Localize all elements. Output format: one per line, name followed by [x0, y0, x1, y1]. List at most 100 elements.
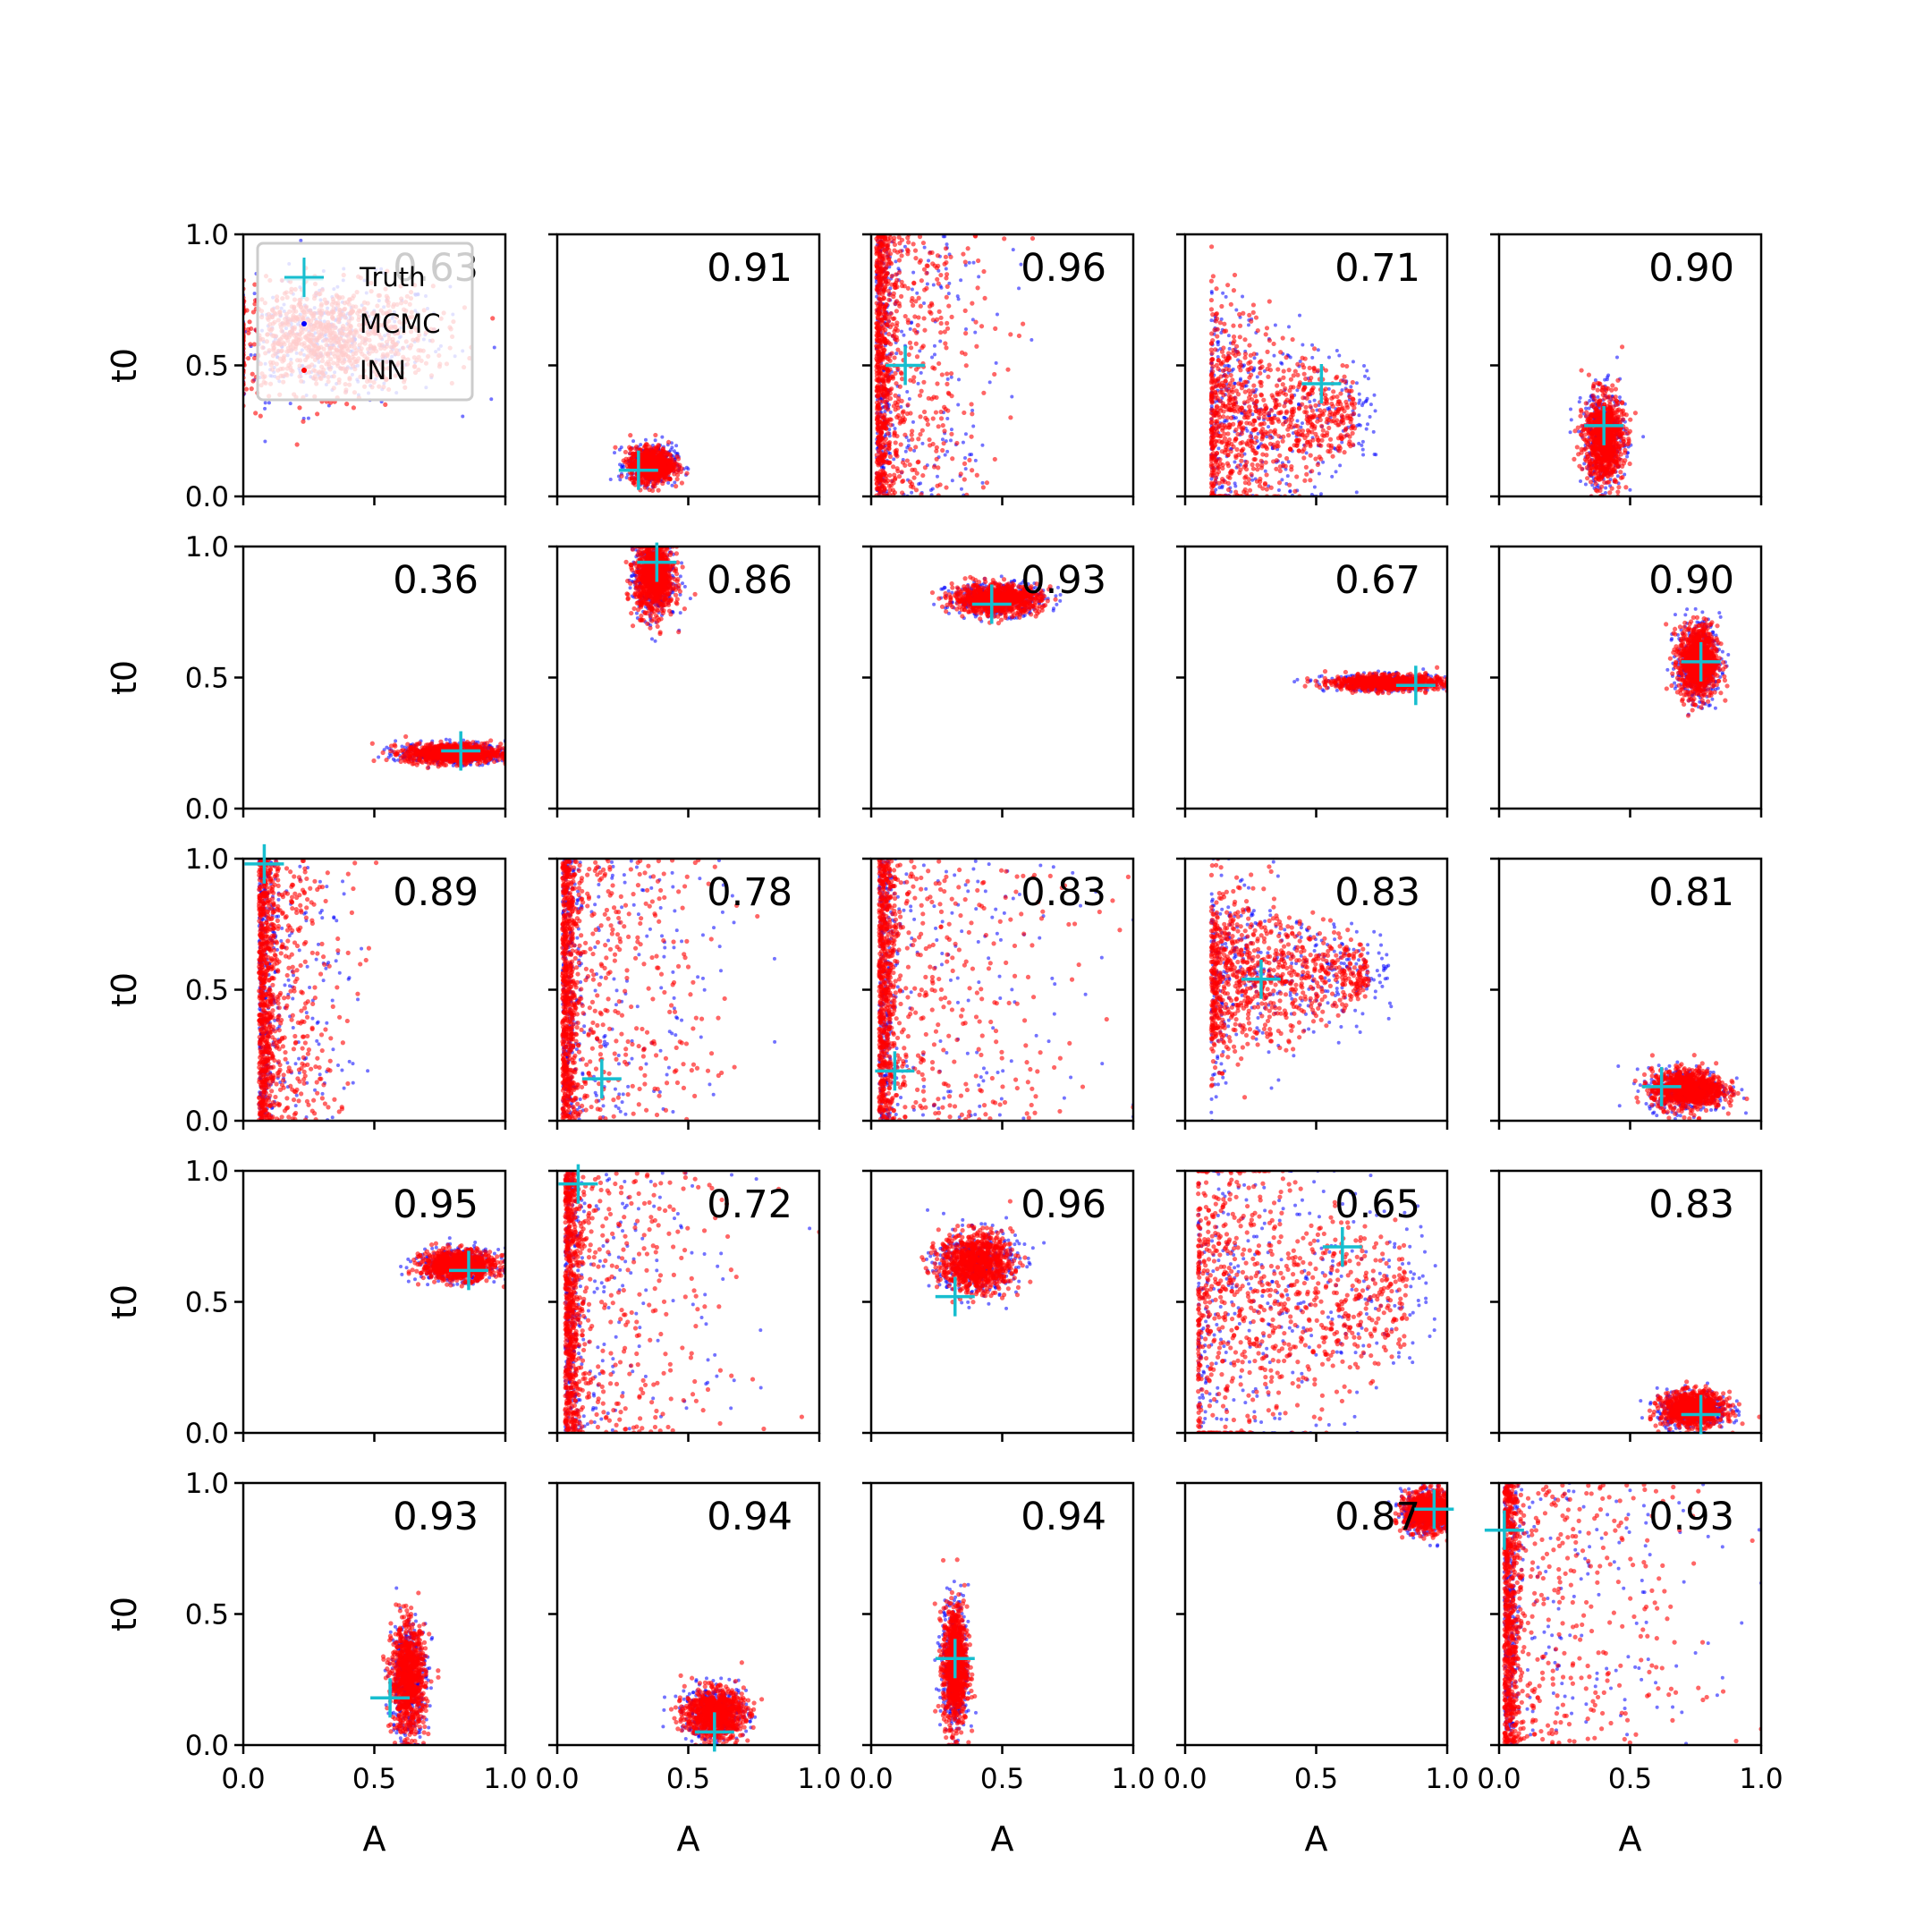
mcmc-point [1249, 430, 1253, 435]
inn-point [1263, 402, 1268, 408]
mcmc-point [1317, 471, 1321, 476]
inn-point [1342, 374, 1347, 379]
inn-point [1268, 428, 1274, 434]
inn-point [902, 432, 908, 437]
inn-point [676, 464, 682, 470]
inn-point [888, 342, 894, 347]
inn-point [1008, 332, 1013, 337]
inn-point [1269, 408, 1275, 413]
inn-point [881, 458, 886, 464]
inn-point [1209, 419, 1215, 425]
inn-point [1315, 368, 1321, 373]
inn-point [896, 474, 902, 479]
inn-point [900, 418, 905, 423]
inn-point [946, 303, 952, 309]
mcmc-point [894, 259, 898, 264]
inn-point [1252, 451, 1258, 456]
mcmc-point [910, 490, 914, 495]
inn-point [1246, 388, 1251, 394]
inn-point [1319, 437, 1325, 443]
inn-point [1292, 488, 1298, 494]
inn-point [344, 402, 350, 407]
inn-point [246, 355, 251, 361]
mcmc-point [1321, 460, 1326, 464]
inn-point [1250, 388, 1256, 394]
inn-point [970, 468, 975, 473]
inn-point [949, 431, 954, 436]
mcmc-point [1330, 474, 1335, 479]
inn-point [893, 336, 898, 342]
inn-point [648, 446, 654, 452]
inn-point [1246, 480, 1251, 487]
inn-point [883, 371, 888, 377]
mcmc-point [1216, 343, 1220, 347]
mcmc-point [684, 465, 689, 470]
inn-point [258, 413, 263, 419]
inn-point [882, 487, 887, 493]
inn-point [1335, 374, 1340, 379]
inn-point [928, 310, 934, 316]
inn-point [918, 414, 923, 419]
inn-point [1275, 367, 1281, 372]
inn-point [916, 315, 921, 320]
inn-point [243, 386, 250, 392]
mcmc-point [919, 370, 923, 375]
mcmc-point [1340, 440, 1344, 445]
mcmc-point [949, 375, 953, 379]
inn-point [894, 309, 900, 314]
inn-point [1227, 425, 1233, 430]
mcmc-point [1256, 431, 1260, 436]
inn-point [938, 272, 944, 278]
inn-point [943, 341, 948, 346]
mcmc-point [892, 457, 896, 462]
inn-point [297, 405, 302, 411]
mcmc-point [1233, 481, 1237, 486]
inn-point [886, 491, 892, 496]
inn-point [1233, 388, 1239, 394]
inn-point [627, 451, 633, 456]
mcmc-point [1283, 415, 1287, 419]
inn-point [1250, 302, 1257, 308]
inn-point [879, 234, 885, 240]
inn-point [875, 425, 880, 430]
inn-point [1238, 467, 1243, 472]
inn-point [644, 442, 649, 447]
inn-point [935, 483, 940, 488]
inn-point [886, 356, 891, 362]
inn-point [878, 271, 884, 276]
inn-point [649, 487, 656, 494]
inn-point [879, 420, 886, 426]
truth-marker [618, 450, 658, 490]
inn-point [1304, 395, 1309, 401]
inn-point [936, 281, 941, 286]
inn-point [1248, 434, 1253, 439]
mcmc-point [1372, 452, 1377, 456]
mcmc-point [1225, 363, 1230, 368]
inn-point [921, 267, 928, 272]
mcmc-point [1276, 487, 1281, 492]
inn-point [877, 335, 882, 340]
inn-point [1329, 395, 1335, 401]
mcmc-point [1223, 364, 1227, 369]
inn-point [962, 308, 968, 313]
inn-point [672, 459, 677, 464]
inn-point [1221, 353, 1226, 359]
inn-point [1223, 372, 1228, 378]
inn-point [1291, 373, 1296, 378]
inn-point [1235, 404, 1241, 410]
mcmc-point [653, 438, 657, 443]
mcmc-point [1368, 402, 1373, 407]
inn-point [628, 446, 633, 452]
inn-point [1297, 380, 1303, 386]
inn-point [1224, 415, 1231, 420]
inn-point [882, 412, 887, 418]
inn-point [1288, 385, 1293, 390]
mcmc-point [932, 352, 936, 357]
inn-point [946, 391, 952, 396]
inn-point [877, 275, 882, 280]
inn-point [876, 327, 881, 333]
mcmc-point [962, 455, 967, 460]
inn-point [920, 240, 927, 246]
inn-point [882, 315, 887, 321]
inn-point [878, 287, 884, 292]
